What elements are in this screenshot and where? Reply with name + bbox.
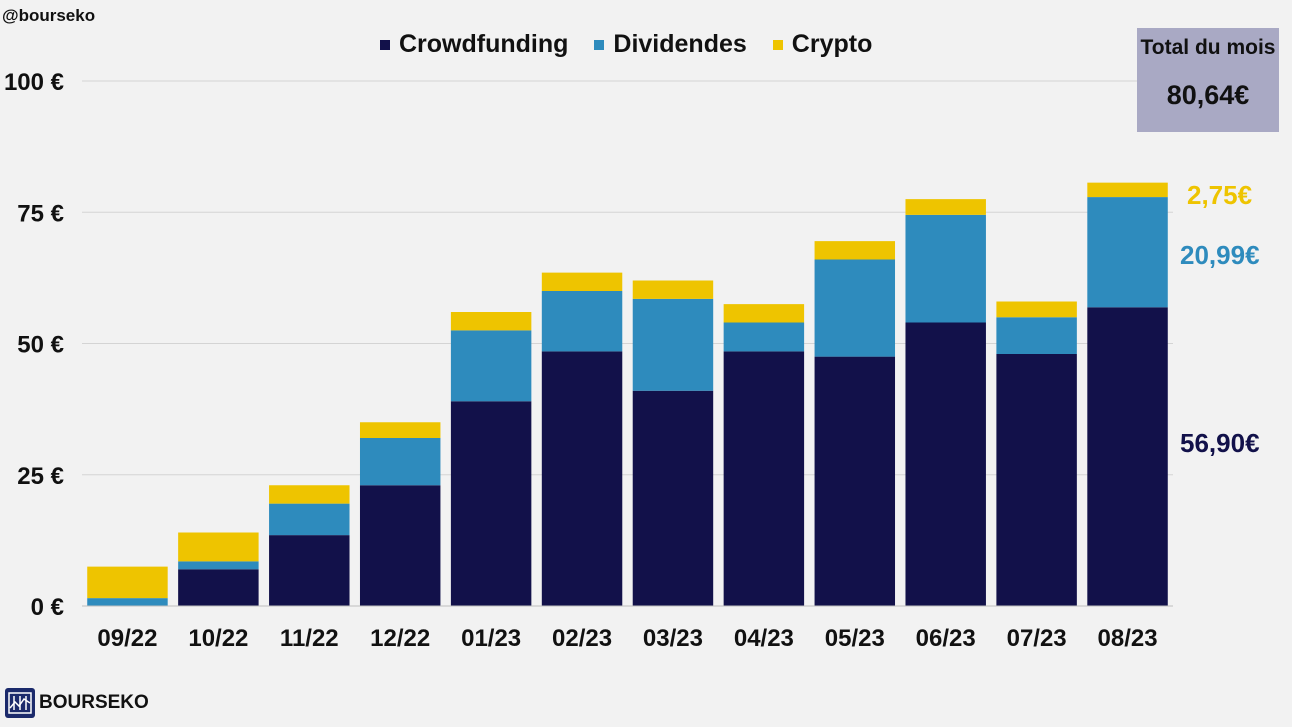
crypto-value-label: 2,75€ — [1187, 180, 1253, 210]
x-tick-label: 07/23 — [1007, 625, 1067, 652]
bar-crowdfunding — [178, 569, 259, 606]
brand-footer: BOURSEKO — [5, 688, 149, 718]
bar-dividendes — [1087, 197, 1168, 308]
crowdfunding-value-label: 56,90€ — [1180, 428, 1260, 458]
legend-swatch-crypto — [772, 39, 783, 50]
x-tick-label: 09/22 — [97, 625, 157, 652]
y-tick-label: 50 € — [17, 332, 64, 359]
legend-swatch-crowdfunding — [380, 39, 390, 50]
bourseko-logo-icon — [5, 688, 35, 718]
bar-crowdfunding — [814, 356, 896, 606]
bar-crypto — [905, 199, 986, 215]
bar-crowdfunding — [541, 351, 623, 606]
bar-crypto — [541, 272, 623, 291]
bar-dividendes — [450, 330, 532, 402]
dividendes-value-label: 20,99€ — [1180, 240, 1260, 270]
x-tick-label: 10/22 — [188, 625, 248, 652]
bar-crypto — [723, 304, 805, 323]
y-tick-label: 75 € — [17, 200, 64, 227]
chart-legend: Crowdfunding Dividendes Crypto — [380, 30, 872, 59]
brand-name: BOURSEKO — [39, 692, 149, 713]
bar-dividendes — [359, 438, 441, 486]
bar-dividendes — [905, 214, 986, 323]
legend-label-crowdfunding: Crowdfunding — [399, 30, 569, 58]
author-handle: @bourseko — [2, 6, 96, 25]
bar-crowdfunding — [632, 390, 714, 606]
bar-crowdfunding — [905, 322, 986, 606]
bar-crypto — [87, 566, 168, 599]
x-tick-label: 02/23 — [552, 625, 612, 652]
bar-dividendes — [269, 503, 350, 536]
legend-swatch-dividendes — [594, 39, 605, 50]
monthly-total-box: Total du mois 80,64€ — [1137, 28, 1279, 132]
bar-crypto — [450, 312, 532, 331]
bar-crypto — [269, 485, 350, 504]
x-tick-label: 01/23 — [461, 625, 521, 652]
bar-crowdfunding — [359, 485, 441, 606]
bar-dividendes — [87, 598, 168, 606]
bar-dividendes — [723, 322, 805, 352]
x-tick-label: 12/22 — [370, 625, 430, 652]
bar-dividendes — [996, 317, 1077, 354]
x-tick-label: 08/23 — [1098, 625, 1158, 652]
y-tick-label: 0 € — [31, 594, 64, 621]
bar-crowdfunding — [450, 401, 532, 606]
monthly-total-title: Total du mois — [1140, 36, 1276, 59]
bar-crypto — [632, 280, 714, 299]
bar-crowdfunding — [1087, 307, 1168, 606]
bar-dividendes — [814, 259, 896, 357]
x-tick-label: 03/23 — [643, 625, 703, 652]
bar-crypto — [814, 241, 896, 260]
legend-item-crowdfunding: Crowdfunding — [380, 30, 568, 59]
bar-crypto — [996, 301, 1077, 318]
legend-label-crypto: Crypto — [791, 30, 873, 58]
y-tick-label: 25 € — [17, 463, 64, 490]
bar-crypto — [359, 422, 441, 438]
bar-dividendes — [632, 298, 714, 391]
monthly-total-value: 80,64€ — [1166, 80, 1250, 110]
x-tick-label: 11/22 — [280, 625, 339, 652]
y-tick-label: 100 € — [4, 69, 64, 96]
bar-crowdfunding — [996, 354, 1077, 606]
x-tick-label: 04/23 — [734, 625, 794, 652]
legend-label-dividendes: Dividendes — [613, 30, 747, 58]
bar-crypto — [1087, 182, 1168, 198]
bar-crowdfunding — [269, 535, 350, 606]
bar-crypto — [178, 532, 259, 562]
bar-dividendes — [541, 291, 623, 352]
legend-item-crypto: Crypto — [772, 30, 873, 59]
bar-dividendes — [178, 561, 259, 570]
legend-item-dividendes: Dividendes — [594, 30, 747, 59]
bar-crowdfunding — [723, 351, 805, 606]
x-tick-label: 05/23 — [825, 625, 885, 652]
x-tick-label: 06/23 — [916, 625, 976, 652]
